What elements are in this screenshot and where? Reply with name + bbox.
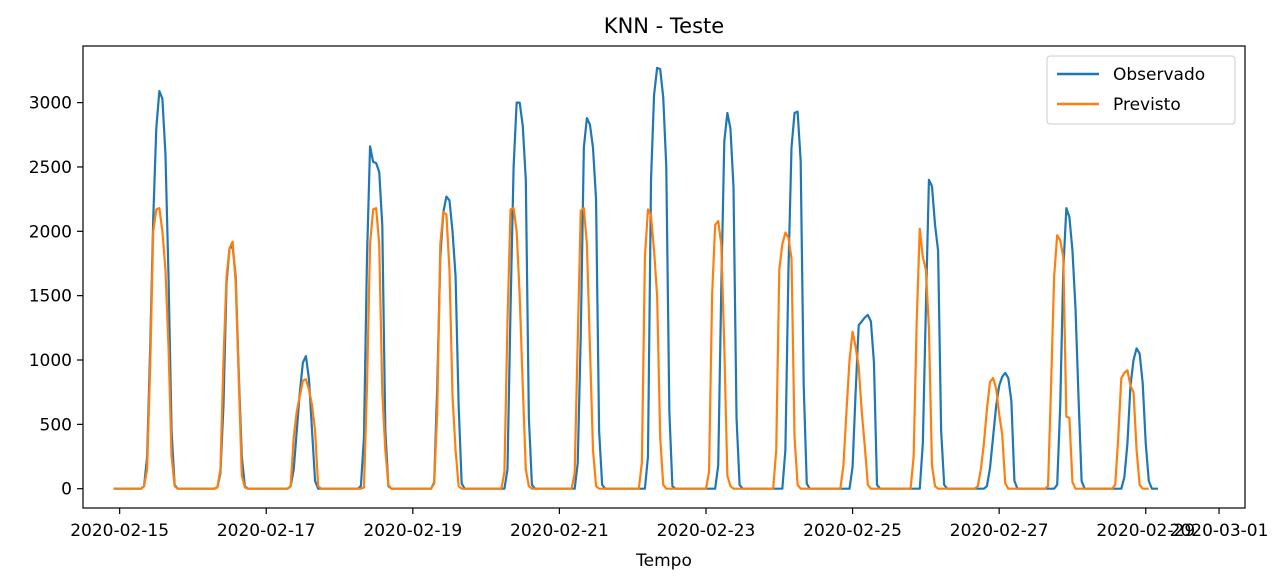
x-tick-label: 2020-02-29	[1096, 521, 1195, 541]
x-tick-label: 2020-02-21	[510, 521, 609, 541]
x-tick-label: 2020-02-19	[363, 521, 462, 541]
legend: Observado Previsto	[1046, 55, 1236, 125]
legend-label: Previsto	[1113, 95, 1181, 115]
y-axis: 0 500 1000 1500 2000 2500 3000	[29, 94, 83, 500]
x-tick-label: 2020-02-15	[70, 521, 169, 541]
y-tick-label: 2500	[29, 158, 72, 178]
x-axis-label: Tempo	[635, 551, 692, 571]
y-tick-label: 1000	[29, 351, 72, 371]
plot-area	[113, 66, 1158, 490]
x-tick-label: 2020-02-27	[950, 521, 1049, 541]
y-tick-label: 1500	[29, 287, 72, 307]
y-tick-label: 2000	[29, 222, 72, 242]
series-line-previsto	[113, 207, 1149, 490]
x-tick-label: 2020-02-23	[657, 521, 756, 541]
chart-title: KNN - Teste	[604, 14, 724, 38]
x-tick-label: 2020-03-01	[1170, 521, 1269, 541]
y-tick-label: 500	[40, 415, 72, 435]
x-tick-label: 2020-02-17	[217, 521, 316, 541]
y-tick-label: 3000	[29, 94, 72, 114]
plot-frame	[82, 45, 1246, 509]
x-tick-label: 2020-02-25	[803, 521, 902, 541]
x-axis: 2020-02-15 2020-02-17 2020-02-19 2020-02-21…	[70, 508, 1268, 541]
y-tick-label: 0	[61, 480, 72, 500]
legend-label: Observado	[1113, 65, 1205, 85]
